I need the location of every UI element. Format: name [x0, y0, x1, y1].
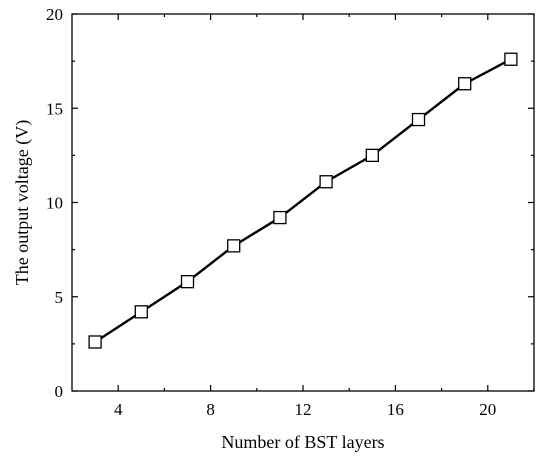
y-tick-label: 5 — [55, 288, 64, 307]
plot-border — [71, 13, 535, 392]
data-point-marker — [319, 175, 333, 189]
data-point-marker — [134, 305, 148, 319]
x-tick-label: 16 — [387, 400, 404, 419]
x-tick-label: 20 — [479, 400, 496, 419]
series-layer — [88, 52, 518, 349]
x-axis: 4 8 12 16 20 — [114, 14, 535, 419]
y-tick-label: 20 — [46, 5, 63, 24]
data-point-marker — [458, 77, 472, 91]
plot-area — [71, 13, 535, 392]
data-point-marker — [504, 52, 518, 66]
data-point-marker — [365, 148, 379, 163]
x-tick-label: 4 — [114, 400, 123, 419]
x-axis-title: Number of BST layers — [221, 432, 384, 452]
data-point-marker — [180, 275, 195, 289]
y-axis: 0 5 10 15 20 — [46, 5, 534, 401]
data-point-marker — [411, 112, 426, 127]
data-point-marker — [273, 210, 287, 225]
y-tick-label: 0 — [55, 382, 64, 401]
y-axis-title: The output voltage (V) — [12, 120, 33, 285]
x-tick-label: 8 — [206, 400, 215, 419]
series-line — [94, 58, 512, 343]
data-point-marker — [227, 239, 241, 253]
x-tick-label: 12 — [295, 400, 312, 419]
data-point-marker — [88, 335, 102, 349]
y-tick-label: 10 — [46, 194, 63, 213]
y-tick-label: 15 — [46, 99, 63, 118]
